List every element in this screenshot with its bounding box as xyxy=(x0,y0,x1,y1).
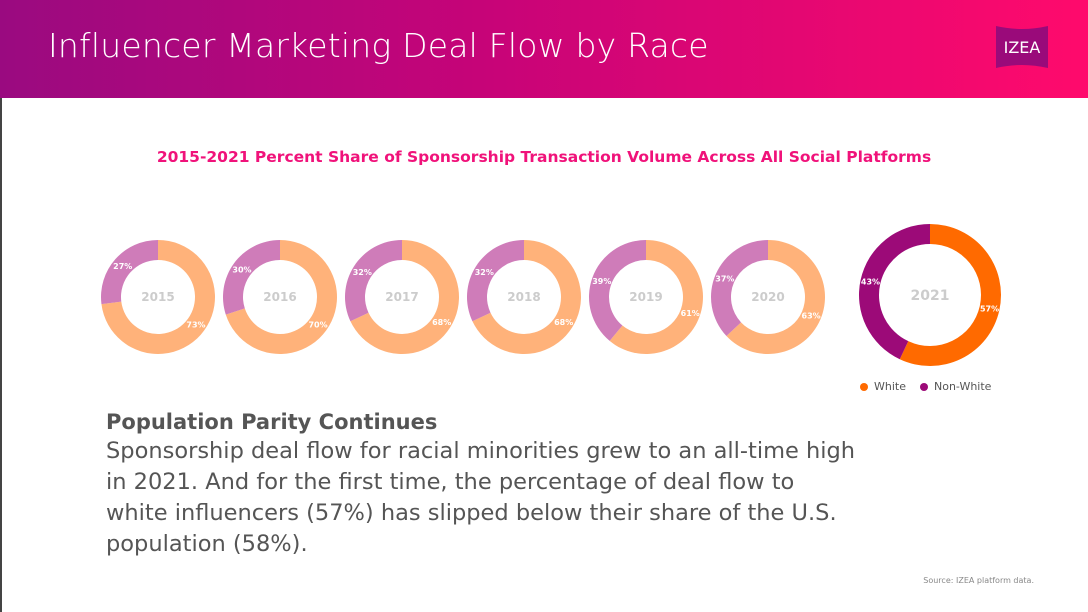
page-title: Influencer Marketing Deal Flow by Race xyxy=(48,26,709,65)
label-non-white: 27% xyxy=(113,262,132,271)
label-white: 57% xyxy=(980,304,999,313)
slice-non-white xyxy=(100,240,158,305)
section-heading: Population Parity Continues xyxy=(106,410,438,434)
slice-non-white xyxy=(466,240,524,322)
year-label: 2015 xyxy=(141,290,174,304)
donut-2018: 68% 32% 2018 xyxy=(466,240,581,354)
slice-non-white xyxy=(223,240,280,315)
label-non-white: 43% xyxy=(861,278,880,287)
slide-edge xyxy=(0,98,2,612)
slice-white xyxy=(350,240,460,354)
year-label: 2018 xyxy=(507,290,540,304)
label-non-white: 32% xyxy=(353,268,372,277)
legend-swatch xyxy=(920,383,928,391)
izea-logo: IZEA xyxy=(996,26,1048,68)
label-white: 61% xyxy=(681,309,700,318)
legend-label: White xyxy=(874,380,906,393)
donut-2021: 57% 43% 2021 xyxy=(859,224,1001,366)
label-non-white: 30% xyxy=(232,265,251,274)
donut-2020: 63% 37% 2020 xyxy=(710,240,825,354)
slice-white xyxy=(899,224,1001,366)
slice-white xyxy=(472,240,581,354)
slice-non-white xyxy=(588,240,646,341)
header-banner: Influencer Marketing Deal Flow by Race I… xyxy=(0,0,1088,98)
chart-title: 2015-2021 Percent Share of Sponsorship T… xyxy=(156,148,932,166)
donut-charts: 73% 27% 2015 70% 30% 2016 68% 32% 2017 68% 32% 2018… xyxy=(100,224,1001,366)
slice-white xyxy=(609,240,703,354)
svg-text:IZEA: IZEA xyxy=(1004,38,1041,57)
year-label: 2019 xyxy=(629,290,662,304)
label-non-white: 37% xyxy=(715,274,734,283)
label-white: 70% xyxy=(308,321,327,330)
legend-item-white: White xyxy=(860,380,906,393)
slice-white xyxy=(726,240,825,354)
label-white: 68% xyxy=(554,318,573,327)
donut-2015: 73% 27% 2015 xyxy=(100,240,215,354)
slice-white xyxy=(101,240,215,354)
label-white: 73% xyxy=(186,321,205,330)
slice-non-white xyxy=(710,240,768,337)
legend-label: Non-White xyxy=(934,380,992,393)
legend-item-non-white: Non-White xyxy=(920,380,991,393)
legend-swatch xyxy=(860,383,868,391)
slice-non-white xyxy=(859,224,930,360)
donut-2019: 61% 39% 2019 xyxy=(588,240,703,354)
slice-white xyxy=(225,240,337,354)
slice-non-white xyxy=(345,240,402,322)
donut-2016: 70% 30% 2016 xyxy=(223,240,337,354)
source-note: Source: IZEA platform data. xyxy=(923,576,1034,585)
year-label: 2017 xyxy=(385,290,418,304)
donut-2017: 68% 32% 2017 xyxy=(345,240,460,354)
label-non-white: 32% xyxy=(475,268,494,277)
label-white: 68% xyxy=(432,318,451,327)
year-label: 2016 xyxy=(263,290,296,304)
label-non-white: 39% xyxy=(592,277,611,286)
label-white: 63% xyxy=(802,312,821,321)
legend: White Non-White xyxy=(860,380,991,393)
year-label: 2020 xyxy=(751,290,784,304)
body-text: Sponsorship deal flow for racial minorit… xyxy=(106,438,856,557)
year-label: 2021 xyxy=(911,288,950,304)
